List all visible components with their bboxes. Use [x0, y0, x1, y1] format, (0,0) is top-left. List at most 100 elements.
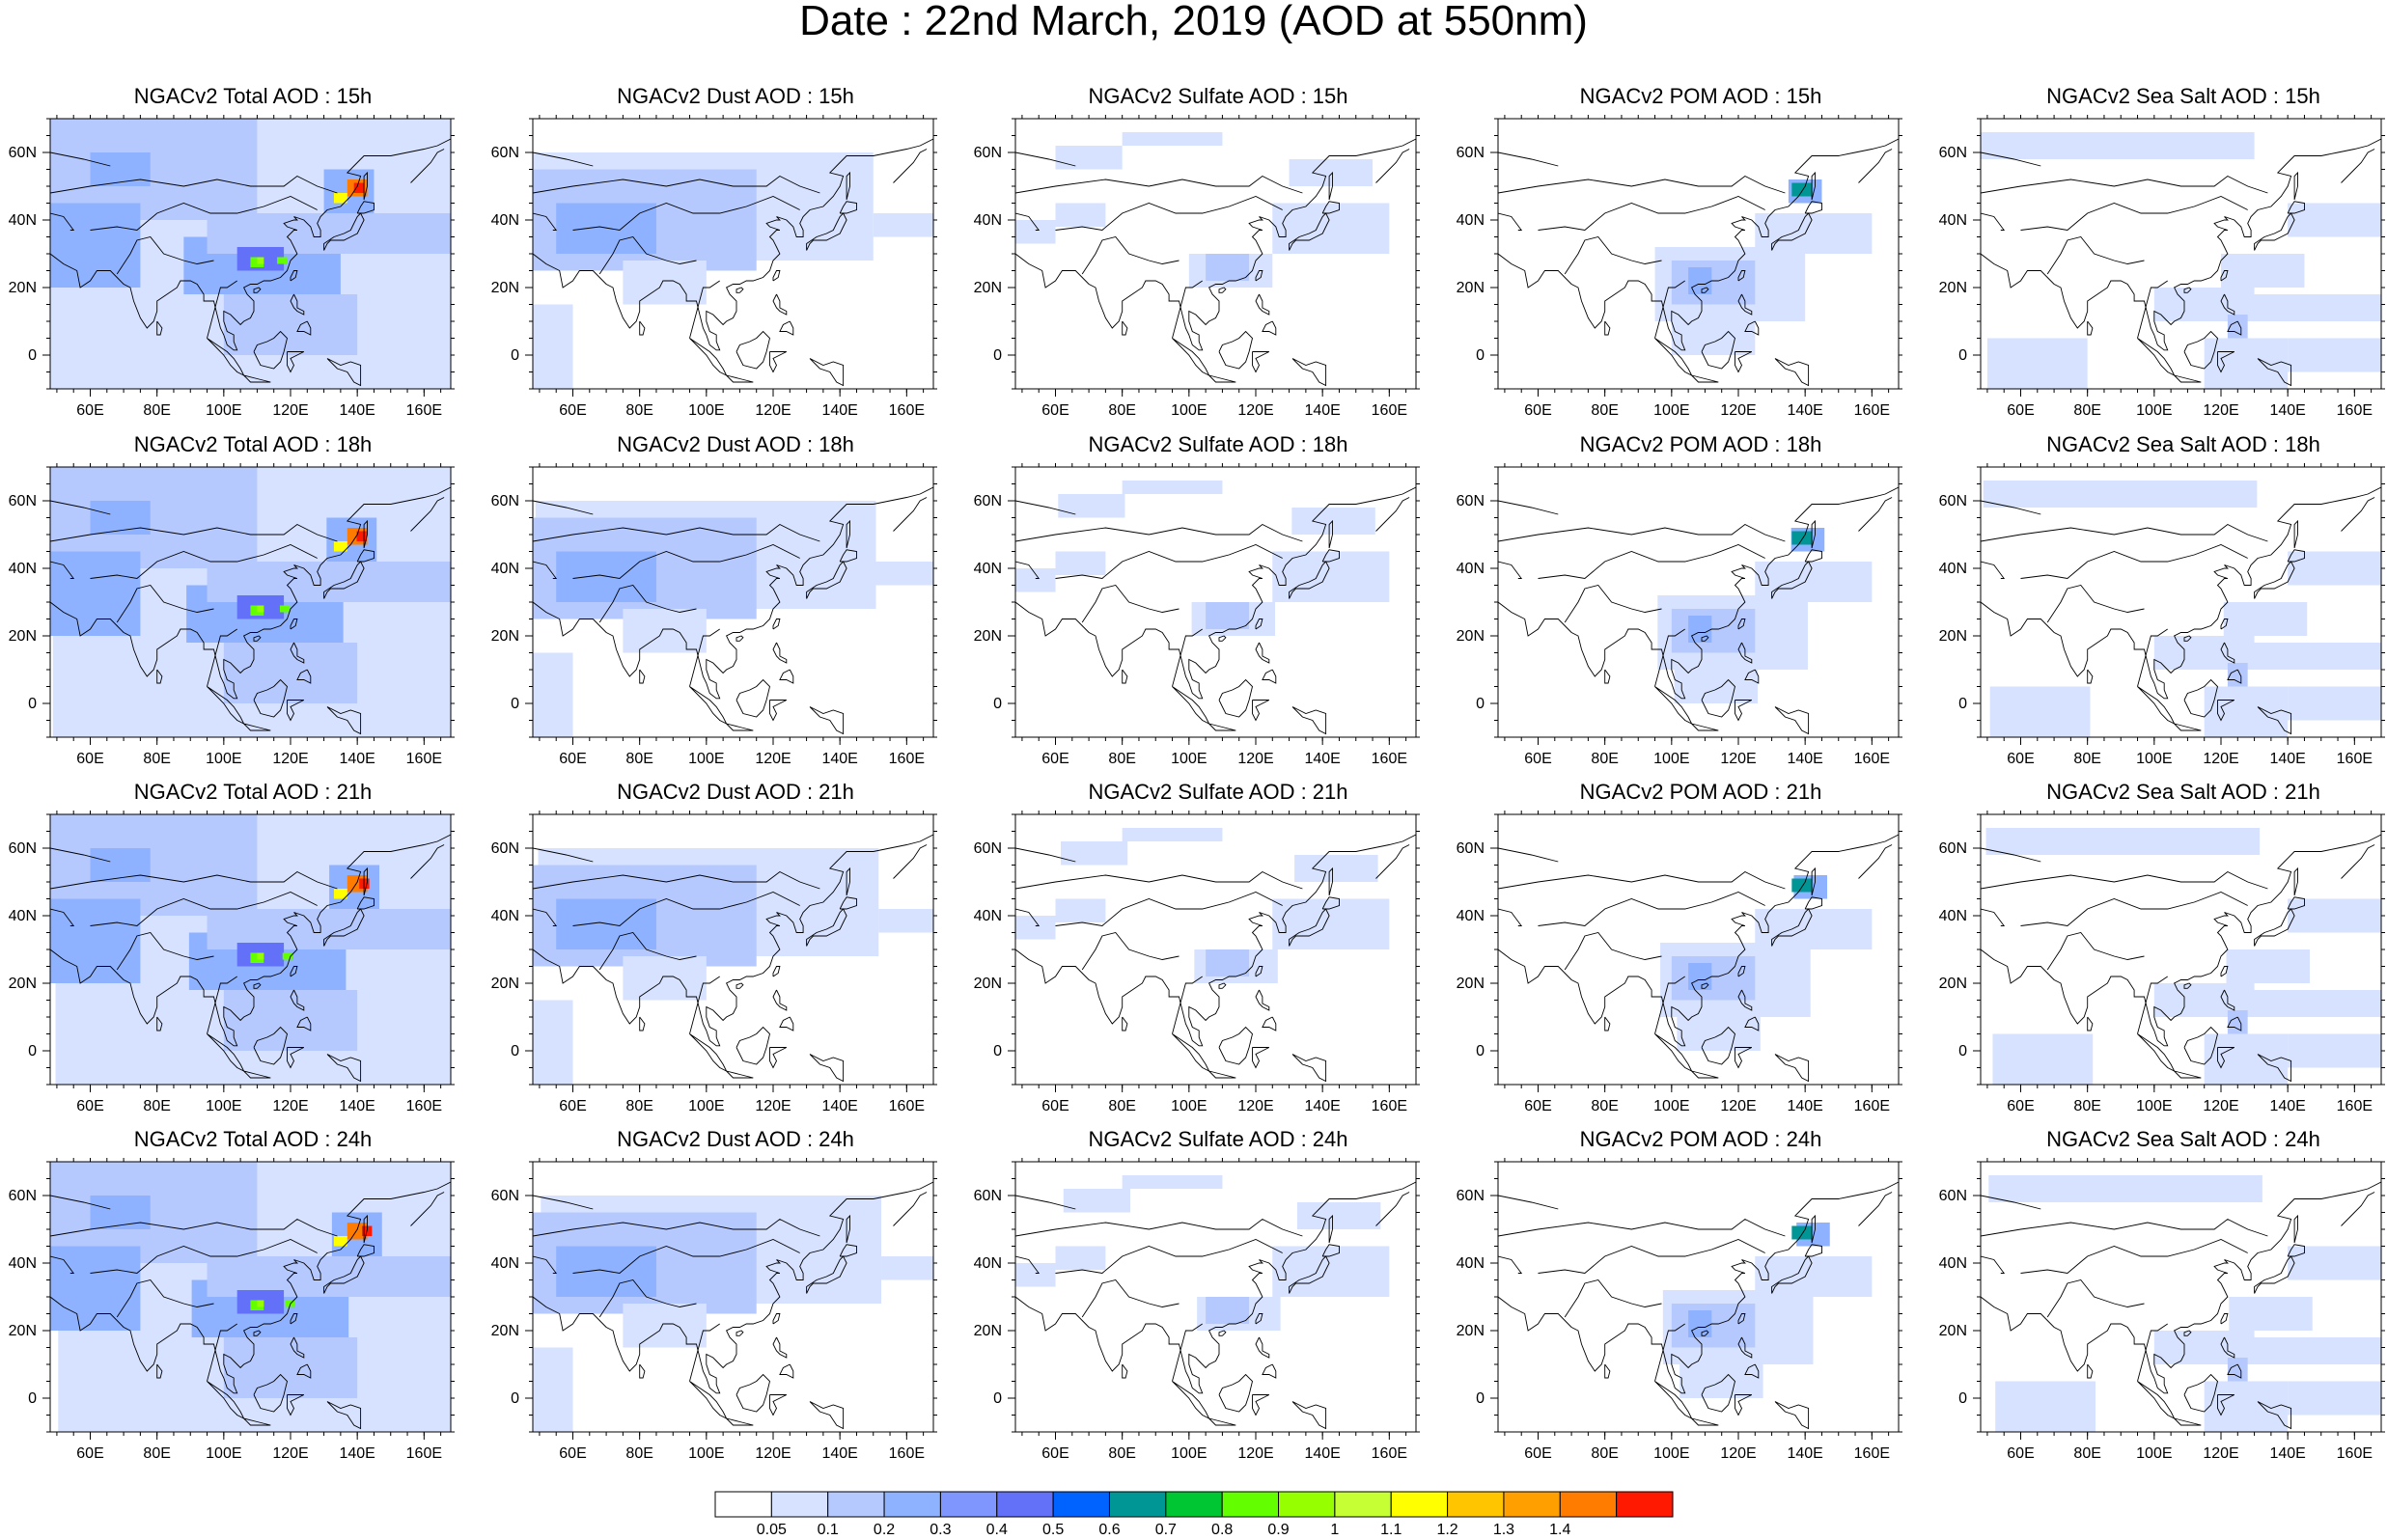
map-panel-dust-21h: NGACv2 Dust AOD : 21h 60E 80E 100E 120E 140E 1… — [483, 778, 965, 1125]
coastline — [1737, 989, 1753, 1011]
coastline — [50, 486, 451, 700]
map-panel-sulfate-21h: NGACv2 Sulfate AOD : 21h 60E 80E 100E 120E 14… — [965, 778, 1448, 1125]
coastline — [1858, 1192, 1893, 1226]
coastline — [2220, 619, 2229, 630]
coastline — [893, 844, 928, 879]
coastline — [1015, 138, 1416, 351]
coastline — [1498, 500, 1559, 515]
aod-map: 60E 80E 100E 120E 140E 160E 60N 40N 20N 0 — [1457, 115, 1902, 419]
coastline — [363, 1214, 368, 1244]
x-tick-label: 140E — [821, 751, 857, 767]
colorbar-swatch — [939, 1491, 998, 1518]
colorbar-label: 0.6 — [1098, 1522, 1120, 1538]
aod-plume — [223, 990, 358, 1051]
coastline — [533, 870, 820, 890]
y-tick-label: 60N — [491, 1188, 519, 1204]
coastline — [689, 338, 728, 377]
panel-title: NGACv2 Sea Salt AOD : 15h — [2046, 84, 2320, 108]
aod-plume — [1055, 203, 1106, 227]
aod-plume — [1688, 1310, 1712, 1337]
coastline — [533, 500, 594, 515]
coastline — [1774, 706, 1810, 735]
panel-title: NGACv2 Dust AOD : 15h — [617, 84, 854, 108]
colorbar-swatch — [1052, 1491, 1110, 1518]
y-tick-label: 40N — [1457, 212, 1485, 229]
coastline — [726, 1417, 754, 1426]
aod-plume — [90, 1196, 151, 1229]
coastline — [533, 908, 558, 926]
y-tick-label: 0 — [1958, 347, 1967, 364]
coastline — [290, 642, 305, 664]
coastline — [846, 171, 850, 201]
aod-plume — [2204, 1381, 2289, 1432]
coastline — [2183, 1373, 2218, 1413]
coastline — [253, 1330, 262, 1336]
coastline — [1255, 642, 1270, 664]
x-tick-label: 120E — [272, 402, 308, 419]
coastline — [1804, 896, 1822, 910]
coastline — [1737, 1313, 1746, 1325]
panel-title: NGACv2 POM AOD : 15h — [1579, 84, 1822, 108]
coastline — [50, 847, 111, 863]
coastline — [1208, 1417, 1236, 1426]
panel-title: NGACv2 POM AOD : 18h — [1579, 432, 1822, 456]
coastline — [598, 235, 697, 275]
x-tick-label: 80E — [143, 402, 170, 419]
coastline — [156, 1363, 163, 1379]
colorbar-label: 0.5 — [1042, 1522, 1064, 1538]
aod-plume — [257, 952, 264, 960]
aod-map: 60E 80E 100E 120E 140E 160E 60N 40N 20N 0 — [9, 463, 455, 767]
coastline — [1701, 1373, 1735, 1413]
coastline — [1858, 844, 1893, 879]
x-tick-label: 160E — [889, 751, 925, 767]
x-tick-label: 60E — [1041, 1098, 1069, 1114]
x-tick-label: 120E — [272, 751, 308, 767]
map-panel-total-18h: NGACv2 Total AOD : 18h 60E 80E 100E 120E 140E… — [0, 430, 483, 778]
coastline — [1564, 584, 1662, 623]
coastline — [2183, 330, 2218, 370]
coastline — [1218, 982, 1227, 989]
y-tick-label: 60N — [974, 840, 1002, 857]
coastline — [689, 1381, 728, 1420]
coastline — [1218, 287, 1227, 293]
x-tick-label: 100E — [2136, 751, 2172, 767]
coastline — [410, 844, 445, 879]
coastline — [323, 908, 365, 947]
colorbar-label: 0.1 — [818, 1522, 839, 1538]
coastline — [50, 212, 75, 231]
aod-plume — [1055, 146, 1123, 170]
colorbar-swatch — [1221, 1491, 1280, 1518]
x-tick-label: 120E — [1720, 402, 1756, 419]
coastline — [689, 628, 720, 687]
coastline — [1691, 1070, 1719, 1079]
coastline — [1981, 908, 2006, 926]
coastline — [1055, 892, 1283, 926]
coastline — [2220, 642, 2235, 664]
coastline — [1981, 1255, 2006, 1274]
coastline — [1055, 544, 1283, 579]
aod-plume — [1015, 916, 1056, 940]
x-tick-label: 80E — [2073, 402, 2100, 419]
aod-plume — [257, 257, 264, 264]
coastline — [1122, 1363, 1128, 1379]
coastline — [410, 149, 445, 183]
coastline — [90, 1239, 318, 1274]
coastline — [1981, 834, 2381, 1047]
coastline — [253, 635, 262, 642]
colorbar-swatch — [714, 1491, 772, 1518]
x-tick-label: 100E — [206, 751, 241, 767]
x-tick-label: 160E — [1372, 1445, 1407, 1462]
coastline — [1498, 847, 1559, 863]
aod-plume — [1755, 909, 1873, 949]
aod-plume — [50, 551, 141, 636]
coastline — [1122, 669, 1128, 684]
coastline — [533, 561, 558, 579]
coastline — [1564, 1279, 1662, 1318]
y-tick-label: 60N — [1939, 1188, 1967, 1204]
coastline — [1604, 1363, 1611, 1379]
x-tick-label: 160E — [1372, 402, 1407, 419]
panel-title: NGACv2 Sulfate AOD : 24h — [1088, 1127, 1348, 1151]
y-tick-label: 40N — [9, 908, 37, 924]
coastline — [726, 374, 754, 383]
colorbar-swatch — [1616, 1491, 1674, 1518]
